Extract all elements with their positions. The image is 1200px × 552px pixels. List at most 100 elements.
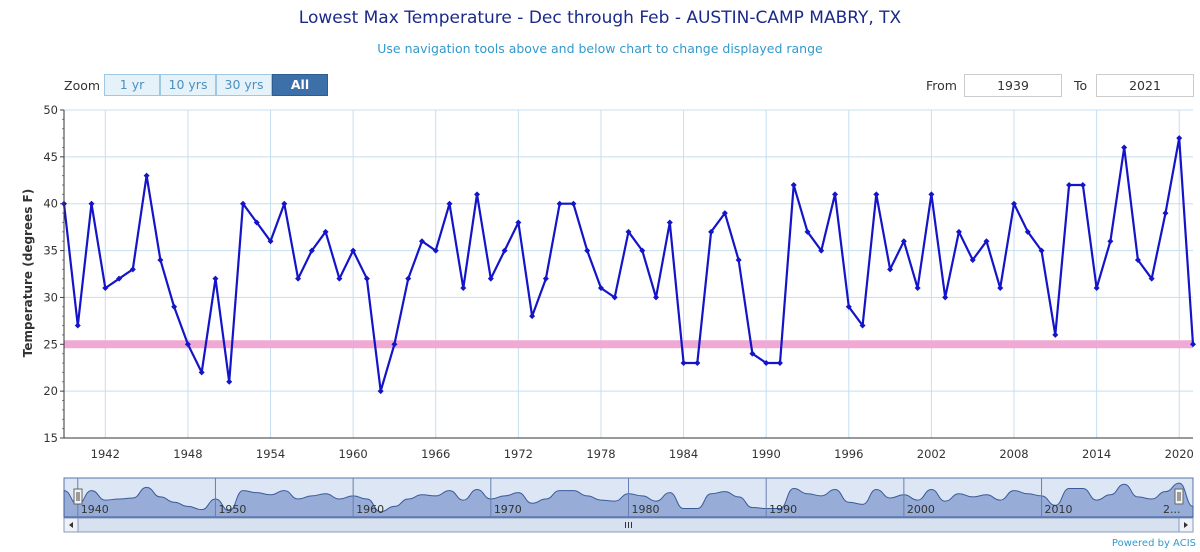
data-point[interactable]	[1066, 181, 1073, 188]
data-point[interactable]	[584, 247, 591, 254]
data-point[interactable]	[226, 378, 233, 385]
data-point[interactable]	[529, 313, 536, 320]
data-point[interactable]	[1134, 256, 1141, 263]
data-point[interactable]	[198, 369, 205, 376]
data-point[interactable]	[239, 200, 246, 207]
data-point[interactable]	[666, 219, 673, 226]
zoom-label: Zoom	[64, 78, 101, 93]
data-point[interactable]	[350, 247, 357, 254]
data-point[interactable]	[735, 256, 742, 263]
zoom-10yrs-button[interactable]: 10 yrs	[160, 74, 216, 96]
data-point[interactable]	[171, 303, 178, 310]
to-input[interactable]: 2021	[1096, 74, 1194, 97]
data-point[interactable]	[157, 256, 164, 263]
zoom-30yrs-button[interactable]: 30 yrs	[216, 74, 272, 96]
data-point[interactable]	[983, 238, 990, 245]
navigator[interactable]: 1940 1950 1960 1970 1980 1990 2000 2010 2...	[63, 477, 1194, 533]
data-point[interactable]	[405, 275, 412, 282]
data-point[interactable]	[763, 360, 770, 367]
data-point[interactable]	[267, 238, 274, 245]
data-point[interactable]	[88, 200, 95, 207]
powered-by-credit[interactable]: Powered by ACIS	[1111, 538, 1196, 549]
data-point[interactable]	[653, 294, 660, 301]
data-point[interactable]	[184, 341, 191, 348]
navigator-left-handle[interactable]	[73, 488, 83, 505]
data-point[interactable]	[597, 285, 604, 292]
data-point[interactable]	[859, 322, 866, 329]
data-point[interactable]	[322, 228, 329, 235]
data-point[interactable]	[253, 219, 260, 226]
data-point[interactable]	[129, 266, 136, 273]
data-point[interactable]	[1121, 144, 1128, 151]
data-point[interactable]	[721, 210, 728, 217]
data-point[interactable]	[942, 294, 949, 301]
x-tick-label: 1942	[91, 447, 120, 461]
series-line	[62, 137, 1195, 393]
data-point[interactable]	[542, 275, 549, 282]
data-point[interactable]	[570, 200, 577, 207]
data-point[interactable]	[694, 360, 701, 367]
data-point[interactable]	[832, 191, 839, 198]
data-point[interactable]	[1162, 210, 1169, 217]
data-point[interactable]	[556, 200, 563, 207]
data-point[interactable]	[432, 247, 439, 254]
data-point[interactable]	[887, 266, 894, 273]
data-point[interactable]	[928, 191, 935, 198]
data-point[interactable]	[1176, 135, 1183, 142]
data-point[interactable]	[102, 285, 109, 292]
data-point[interactable]	[336, 275, 343, 282]
data-point[interactable]	[391, 341, 398, 348]
x-tick-label: 2020	[1165, 447, 1194, 461]
navigator-right-handle[interactable]	[1174, 488, 1184, 505]
data-point[interactable]	[143, 172, 150, 179]
data-point[interactable]	[790, 181, 797, 188]
data-point[interactable]	[116, 275, 123, 282]
data-point[interactable]	[474, 191, 481, 198]
data-point[interactable]	[446, 200, 453, 207]
grid	[64, 109, 1193, 439]
data-point[interactable]	[1038, 247, 1045, 254]
data-point[interactable]	[212, 275, 219, 282]
zoom-all-button[interactable]: All	[272, 74, 328, 96]
data-point[interactable]	[804, 228, 811, 235]
data-point[interactable]	[418, 238, 425, 245]
data-point[interactable]	[515, 219, 522, 226]
data-point[interactable]	[377, 388, 384, 395]
data-point[interactable]	[708, 228, 715, 235]
data-point[interactable]	[776, 360, 783, 367]
data-point[interactable]	[460, 285, 467, 292]
data-point[interactable]	[501, 247, 508, 254]
data-point[interactable]	[74, 322, 81, 329]
data-point[interactable]	[1107, 238, 1114, 245]
from-input[interactable]: 1939	[964, 74, 1062, 97]
data-point[interactable]	[680, 360, 687, 367]
data-point[interactable]	[363, 275, 370, 282]
data-point[interactable]	[308, 247, 315, 254]
data-point[interactable]	[997, 285, 1004, 292]
data-point[interactable]	[1093, 285, 1100, 292]
data-point[interactable]	[1024, 228, 1031, 235]
data-point[interactable]	[281, 200, 288, 207]
data-point[interactable]	[611, 294, 618, 301]
data-point[interactable]	[1190, 341, 1196, 348]
data-point[interactable]	[487, 275, 494, 282]
data-point[interactable]	[1148, 275, 1155, 282]
data-point[interactable]	[749, 350, 756, 357]
data-point[interactable]	[625, 228, 632, 235]
navigator-tick-label: 1980	[632, 503, 660, 516]
data-point[interactable]	[900, 238, 907, 245]
data-point[interactable]	[1011, 200, 1018, 207]
data-point[interactable]	[845, 303, 852, 310]
data-point[interactable]	[1052, 331, 1059, 338]
data-point[interactable]	[955, 228, 962, 235]
data-point[interactable]	[818, 247, 825, 254]
data-point[interactable]	[639, 247, 646, 254]
zoom-1yr-button[interactable]: 1 yr	[104, 74, 160, 96]
data-point[interactable]	[914, 285, 921, 292]
data-point[interactable]	[295, 275, 302, 282]
data-point[interactable]	[1079, 181, 1086, 188]
x-tick-label: 1972	[504, 447, 533, 461]
data-point[interactable]	[969, 256, 976, 263]
data-point[interactable]	[873, 191, 880, 198]
y-tick-label: 40	[43, 197, 58, 211]
